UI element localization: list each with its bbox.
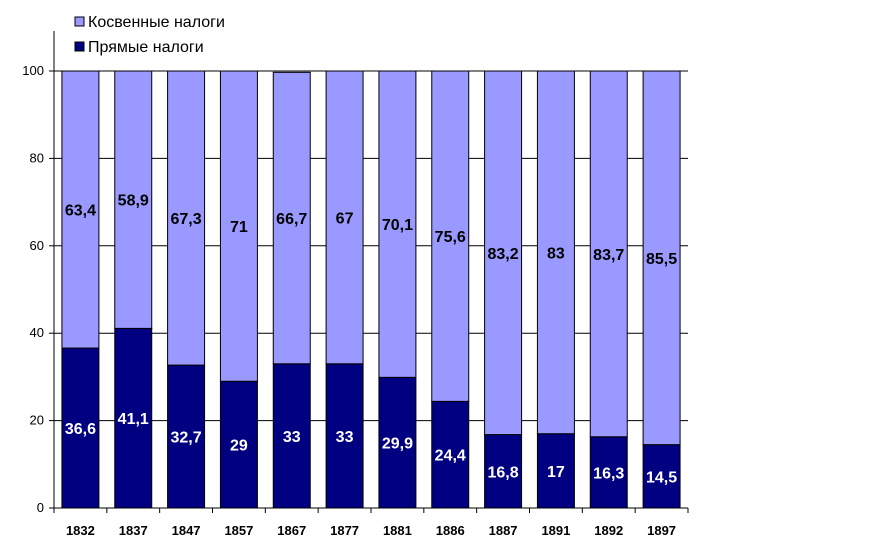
x-tick-label: 1832	[66, 523, 95, 538]
bar-indirect-1881	[378, 70, 417, 378]
y-tick-label: 0	[37, 500, 44, 515]
bar-direct-1891	[536, 433, 575, 509]
value-label-indirect-1887: 83,2	[488, 246, 519, 263]
value-label-indirect-1892: 83,7	[593, 247, 624, 264]
value-label-direct-1891: 17	[547, 464, 565, 481]
value-label-direct-1897: 14,5	[646, 469, 677, 486]
x-tick-label: 1891	[541, 523, 570, 538]
legend-swatch-direct	[74, 41, 85, 52]
x-tick-label: 1867	[277, 523, 306, 538]
value-label-direct-1877: 33	[336, 429, 354, 446]
legend-label-indirect: Косвенные налоги	[88, 14, 225, 31]
bar-direct-1857	[219, 380, 258, 509]
value-label-direct-1892: 16,3	[593, 465, 624, 482]
x-tick-label: 1877	[330, 523, 359, 538]
bar-direct-1877	[325, 363, 364, 509]
bar-indirect-1892	[589, 70, 628, 438]
value-label-indirect-1847: 67,3	[171, 211, 202, 228]
y-tick-label: 80	[30, 150, 44, 165]
x-tick-label: 1857	[224, 523, 253, 538]
value-label-direct-1887: 16,8	[488, 464, 519, 481]
x-tick-label: 1892	[594, 523, 623, 538]
legend-swatch-indirect	[74, 16, 85, 27]
x-tick-label: 1881	[383, 523, 412, 538]
bar-indirect-1886	[431, 70, 470, 402]
value-label-indirect-1897: 85,5	[646, 251, 677, 268]
bar-direct-1881	[378, 376, 417, 509]
x-tick-label: 1847	[172, 523, 201, 538]
bar-indirect-1887	[484, 70, 523, 436]
value-labels: 36,6 63,4 41,1 58,9 32,7 67,3 29 71 33 66,7 33 67 29…	[65, 193, 677, 487]
value-label-indirect-1857: 71	[230, 219, 248, 236]
bar-direct-1832	[61, 347, 100, 509]
value-label-indirect-1886: 75,6	[435, 229, 466, 246]
value-label-direct-1847: 32,7	[171, 430, 202, 447]
y-tick-label: 20	[30, 413, 44, 428]
bar-direct-1887	[484, 434, 523, 509]
y-tick-label: 100	[22, 63, 44, 78]
value-label-direct-1832: 36,6	[65, 421, 96, 438]
x-tick-label: 1897	[647, 523, 676, 538]
value-label-indirect-1881: 70,1	[382, 217, 413, 234]
bar-indirect-1857	[219, 70, 258, 382]
value-label-direct-1881: 29,9	[382, 436, 413, 453]
y-tick-label: 40	[30, 325, 44, 340]
gridlines	[54, 70, 688, 422]
value-label-direct-1886: 24,4	[435, 448, 466, 465]
x-tick-label: 1886	[436, 523, 465, 538]
bar-indirect-1867	[272, 71, 311, 365]
bar-indirect-1891	[536, 70, 575, 435]
bar-direct-1892	[589, 436, 628, 509]
value-label-direct-1867: 33	[283, 429, 301, 446]
bars	[61, 70, 681, 509]
value-label-indirect-1877: 67	[336, 210, 354, 227]
bar-indirect-1837	[114, 70, 153, 329]
value-label-indirect-1867: 66,7	[276, 211, 307, 228]
value-label-indirect-1891: 83	[547, 245, 565, 262]
x-tick-label: 1887	[489, 523, 518, 538]
bar-direct-1886	[431, 400, 470, 509]
value-label-indirect-1837: 58,9	[118, 193, 149, 210]
legend: Косвенные налоги Прямые налоги	[74, 14, 225, 56]
bar-indirect-1897	[642, 70, 681, 446]
x-tick-label: 1837	[119, 523, 148, 538]
bar-direct-1867	[272, 363, 311, 509]
value-label-direct-1857: 29	[230, 438, 248, 455]
value-label-direct-1837: 41,1	[118, 411, 149, 428]
axes: 0 20 40 60 80 100 1832 1837 1847 1857 1867 1877 1881…	[22, 31, 689, 538]
legend-label-direct: Прямые налоги	[88, 39, 204, 56]
value-label-indirect-1832: 63,4	[65, 203, 96, 220]
y-tick-label: 60	[30, 238, 44, 253]
bar-indirect-1832	[61, 70, 100, 349]
bar-indirect-1847	[167, 70, 206, 366]
bar-indirect-1877	[325, 70, 364, 365]
